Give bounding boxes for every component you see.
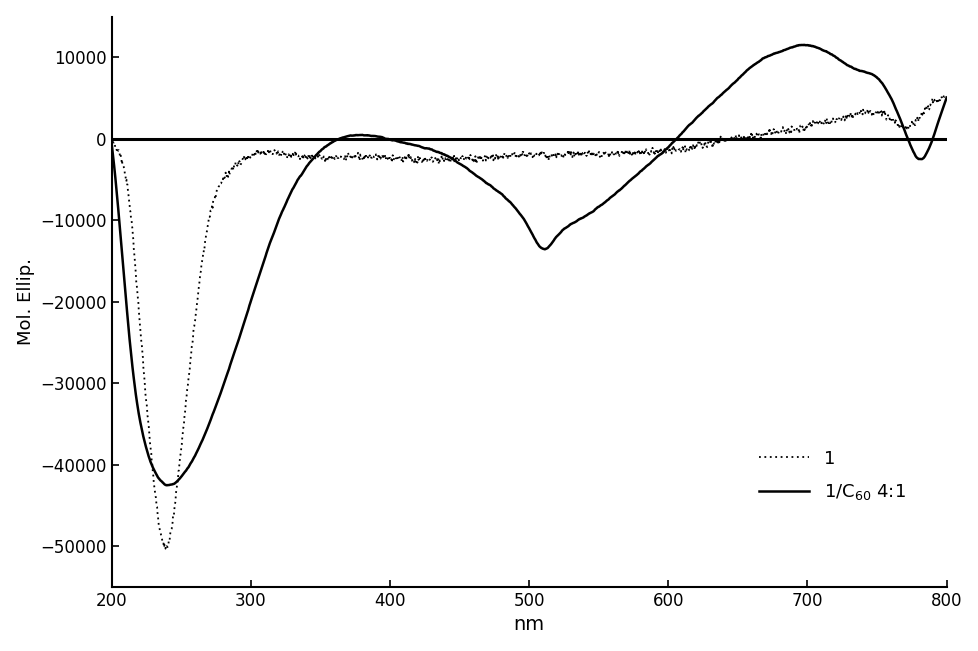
Line: 1: 1	[111, 95, 946, 549]
1	[148, 482, 159, 490]
1/C$_{60}$ 4:1	[161, 481, 173, 489]
1/C$_{60}$ 4:1	[916, 155, 928, 163]
1/C$_{60}$ 4:1	[916, 154, 928, 162]
1	[511, 152, 523, 160]
1/C$_{60}$ 4:1	[797, 41, 809, 49]
1	[915, 111, 927, 118]
1/C$_{60}$ 4:1	[763, 52, 775, 60]
1	[763, 128, 775, 136]
X-axis label: nm: nm	[513, 615, 544, 634]
1	[940, 93, 952, 101]
1	[106, 135, 117, 143]
1	[490, 150, 502, 158]
1/C$_{60}$ 4:1	[106, 139, 117, 146]
Y-axis label: Mol. Ellip.: Mol. Ellip.	[17, 258, 34, 345]
1	[939, 91, 951, 99]
1/C$_{60}$ 4:1	[148, 466, 159, 474]
1/C$_{60}$ 4:1	[511, 208, 523, 215]
Line: 1/C$_{60}$ 4:1: 1/C$_{60}$ 4:1	[111, 45, 946, 485]
1	[916, 108, 928, 116]
1	[159, 545, 171, 553]
1/C$_{60}$ 4:1	[940, 94, 952, 102]
1/C$_{60}$ 4:1	[490, 186, 502, 194]
Legend: 1, 1/C$_{60}$ 4:1: 1, 1/C$_{60}$ 4:1	[750, 443, 911, 510]
